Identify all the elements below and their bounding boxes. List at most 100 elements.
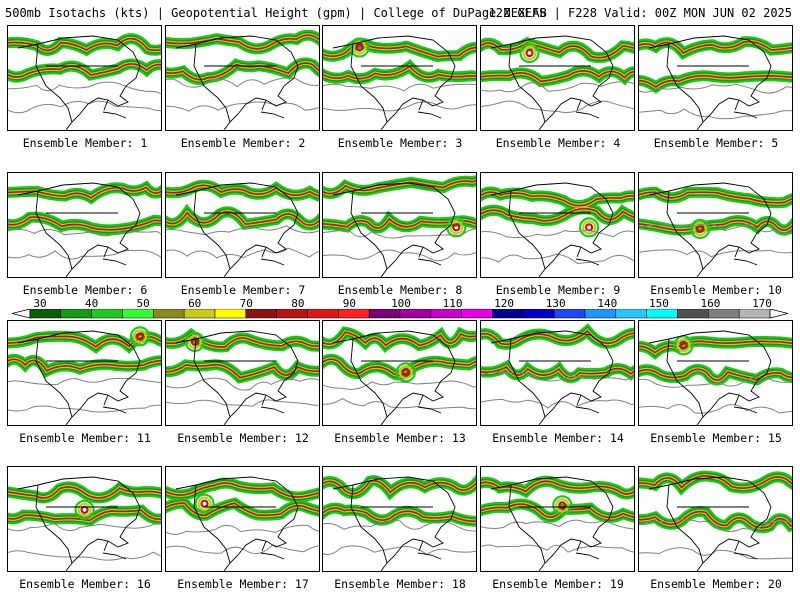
closed-low-ring xyxy=(349,37,370,58)
jet-stream-band xyxy=(481,480,634,495)
jet-stream-band xyxy=(8,335,161,348)
height-contour xyxy=(166,544,319,555)
colorbar-swatch xyxy=(60,309,92,319)
jet-stream-band xyxy=(481,70,634,83)
jet-stream-band xyxy=(323,180,476,195)
height-contour xyxy=(323,83,476,92)
closed-low-ring xyxy=(695,224,705,234)
coastline-borders xyxy=(648,182,772,277)
map-plot xyxy=(639,330,792,425)
ensemble-map-panel xyxy=(7,320,162,426)
ensemble-map-panel xyxy=(638,466,793,572)
ensemble-member-label: Ensemble Member: 17 xyxy=(177,577,309,591)
coastline-borders xyxy=(332,476,456,571)
height-contour xyxy=(323,249,476,262)
height-contour xyxy=(639,223,792,235)
colorbar-swatch xyxy=(29,309,62,319)
closed-low-ring xyxy=(77,502,92,517)
map-plot xyxy=(166,29,319,130)
jet-stream-band xyxy=(323,507,476,523)
closed-low-ring xyxy=(581,220,597,235)
closed-low-ring xyxy=(552,495,573,516)
closed-low-ring xyxy=(558,501,567,510)
coastline-borders xyxy=(17,182,141,277)
closed-low-ring xyxy=(689,218,711,240)
ensemble-map-panel xyxy=(7,466,162,572)
closed-low-ring xyxy=(395,362,416,383)
coastline-borders xyxy=(648,476,772,571)
colorbar-tick-label: 120 xyxy=(494,297,515,310)
colorbar-swatch xyxy=(523,309,555,319)
ensemble-map-panel xyxy=(322,172,477,278)
ensemble-member-label: Ensemble Member: 20 xyxy=(650,577,782,591)
coastline-borders xyxy=(175,330,299,425)
colorbar-swatch xyxy=(245,309,277,319)
map-plot xyxy=(8,33,161,130)
colorbar-swatch xyxy=(492,309,524,319)
jet-stream-band xyxy=(166,333,319,348)
coastline-borders xyxy=(175,35,299,130)
height-contour xyxy=(8,249,161,260)
height-contour xyxy=(8,228,161,237)
coastline-borders xyxy=(17,476,141,571)
closed-low-ring xyxy=(555,498,570,513)
jet-stream-band xyxy=(481,42,634,59)
closed-low-ring xyxy=(80,505,89,514)
jet-stream-band xyxy=(8,216,161,231)
height-contour xyxy=(481,398,634,409)
colorbar-swatch xyxy=(646,309,678,319)
colorbar-swatch xyxy=(214,309,247,319)
height-contour xyxy=(166,377,319,391)
ensemble-map-panel xyxy=(638,320,793,426)
ensemble-map-panel xyxy=(165,172,320,278)
colorbar-swatch xyxy=(584,309,617,319)
colorbar-swatch xyxy=(276,309,308,319)
closed-low-ring xyxy=(129,326,151,347)
height-contour xyxy=(639,108,792,120)
height-contour xyxy=(323,545,476,556)
height-contour xyxy=(639,519,792,532)
ensemble-map-panel xyxy=(638,172,793,278)
coastline-borders xyxy=(17,330,141,425)
ensemble-map-panel xyxy=(480,320,635,426)
ensemble-member-label: Ensemble Member: 1 xyxy=(22,136,148,150)
map-plot xyxy=(323,474,476,571)
jet-stream-band xyxy=(166,482,319,498)
closed-low-ring xyxy=(525,48,534,58)
height-contour xyxy=(481,371,634,382)
colorbar-swatch xyxy=(708,309,740,319)
ensemble-member-label: Ensemble Member: 16 xyxy=(19,577,151,591)
jet-stream-band xyxy=(8,358,161,372)
closed-low-ring xyxy=(194,493,215,514)
height-contour xyxy=(323,398,476,410)
colorbar-tick-label: 130 xyxy=(545,297,566,310)
height-contour xyxy=(323,380,476,390)
closed-low-ring xyxy=(132,329,148,344)
closed-low-ring xyxy=(352,40,367,55)
map-plot xyxy=(481,475,634,571)
coastline-borders xyxy=(490,35,614,130)
map-plot xyxy=(481,323,634,425)
height-contour xyxy=(166,247,319,259)
coastline-borders xyxy=(490,330,614,425)
jet-stream-band xyxy=(323,331,476,347)
height-contour xyxy=(8,404,161,413)
coastline-borders xyxy=(175,476,299,571)
colorbar-swatch xyxy=(307,309,339,319)
map-plot xyxy=(166,327,319,425)
height-contour xyxy=(481,253,634,265)
closed-low-ring xyxy=(578,217,600,238)
map-plot xyxy=(639,182,792,277)
colorbar-swatch xyxy=(338,309,370,319)
map-plot xyxy=(481,182,634,277)
height-contour xyxy=(8,521,161,532)
closed-low-ring xyxy=(452,223,461,232)
coastline-borders xyxy=(648,330,772,425)
map-plot xyxy=(166,179,319,277)
closed-low-ring xyxy=(519,42,540,64)
height-contour xyxy=(639,83,792,94)
jet-stream-band xyxy=(8,63,161,78)
header-valid-time: 12Z GEFS | F228 Valid: 00Z MON JUN 02 20… xyxy=(488,6,792,20)
closed-low-ring xyxy=(692,221,708,237)
closed-low-ring xyxy=(679,341,688,350)
